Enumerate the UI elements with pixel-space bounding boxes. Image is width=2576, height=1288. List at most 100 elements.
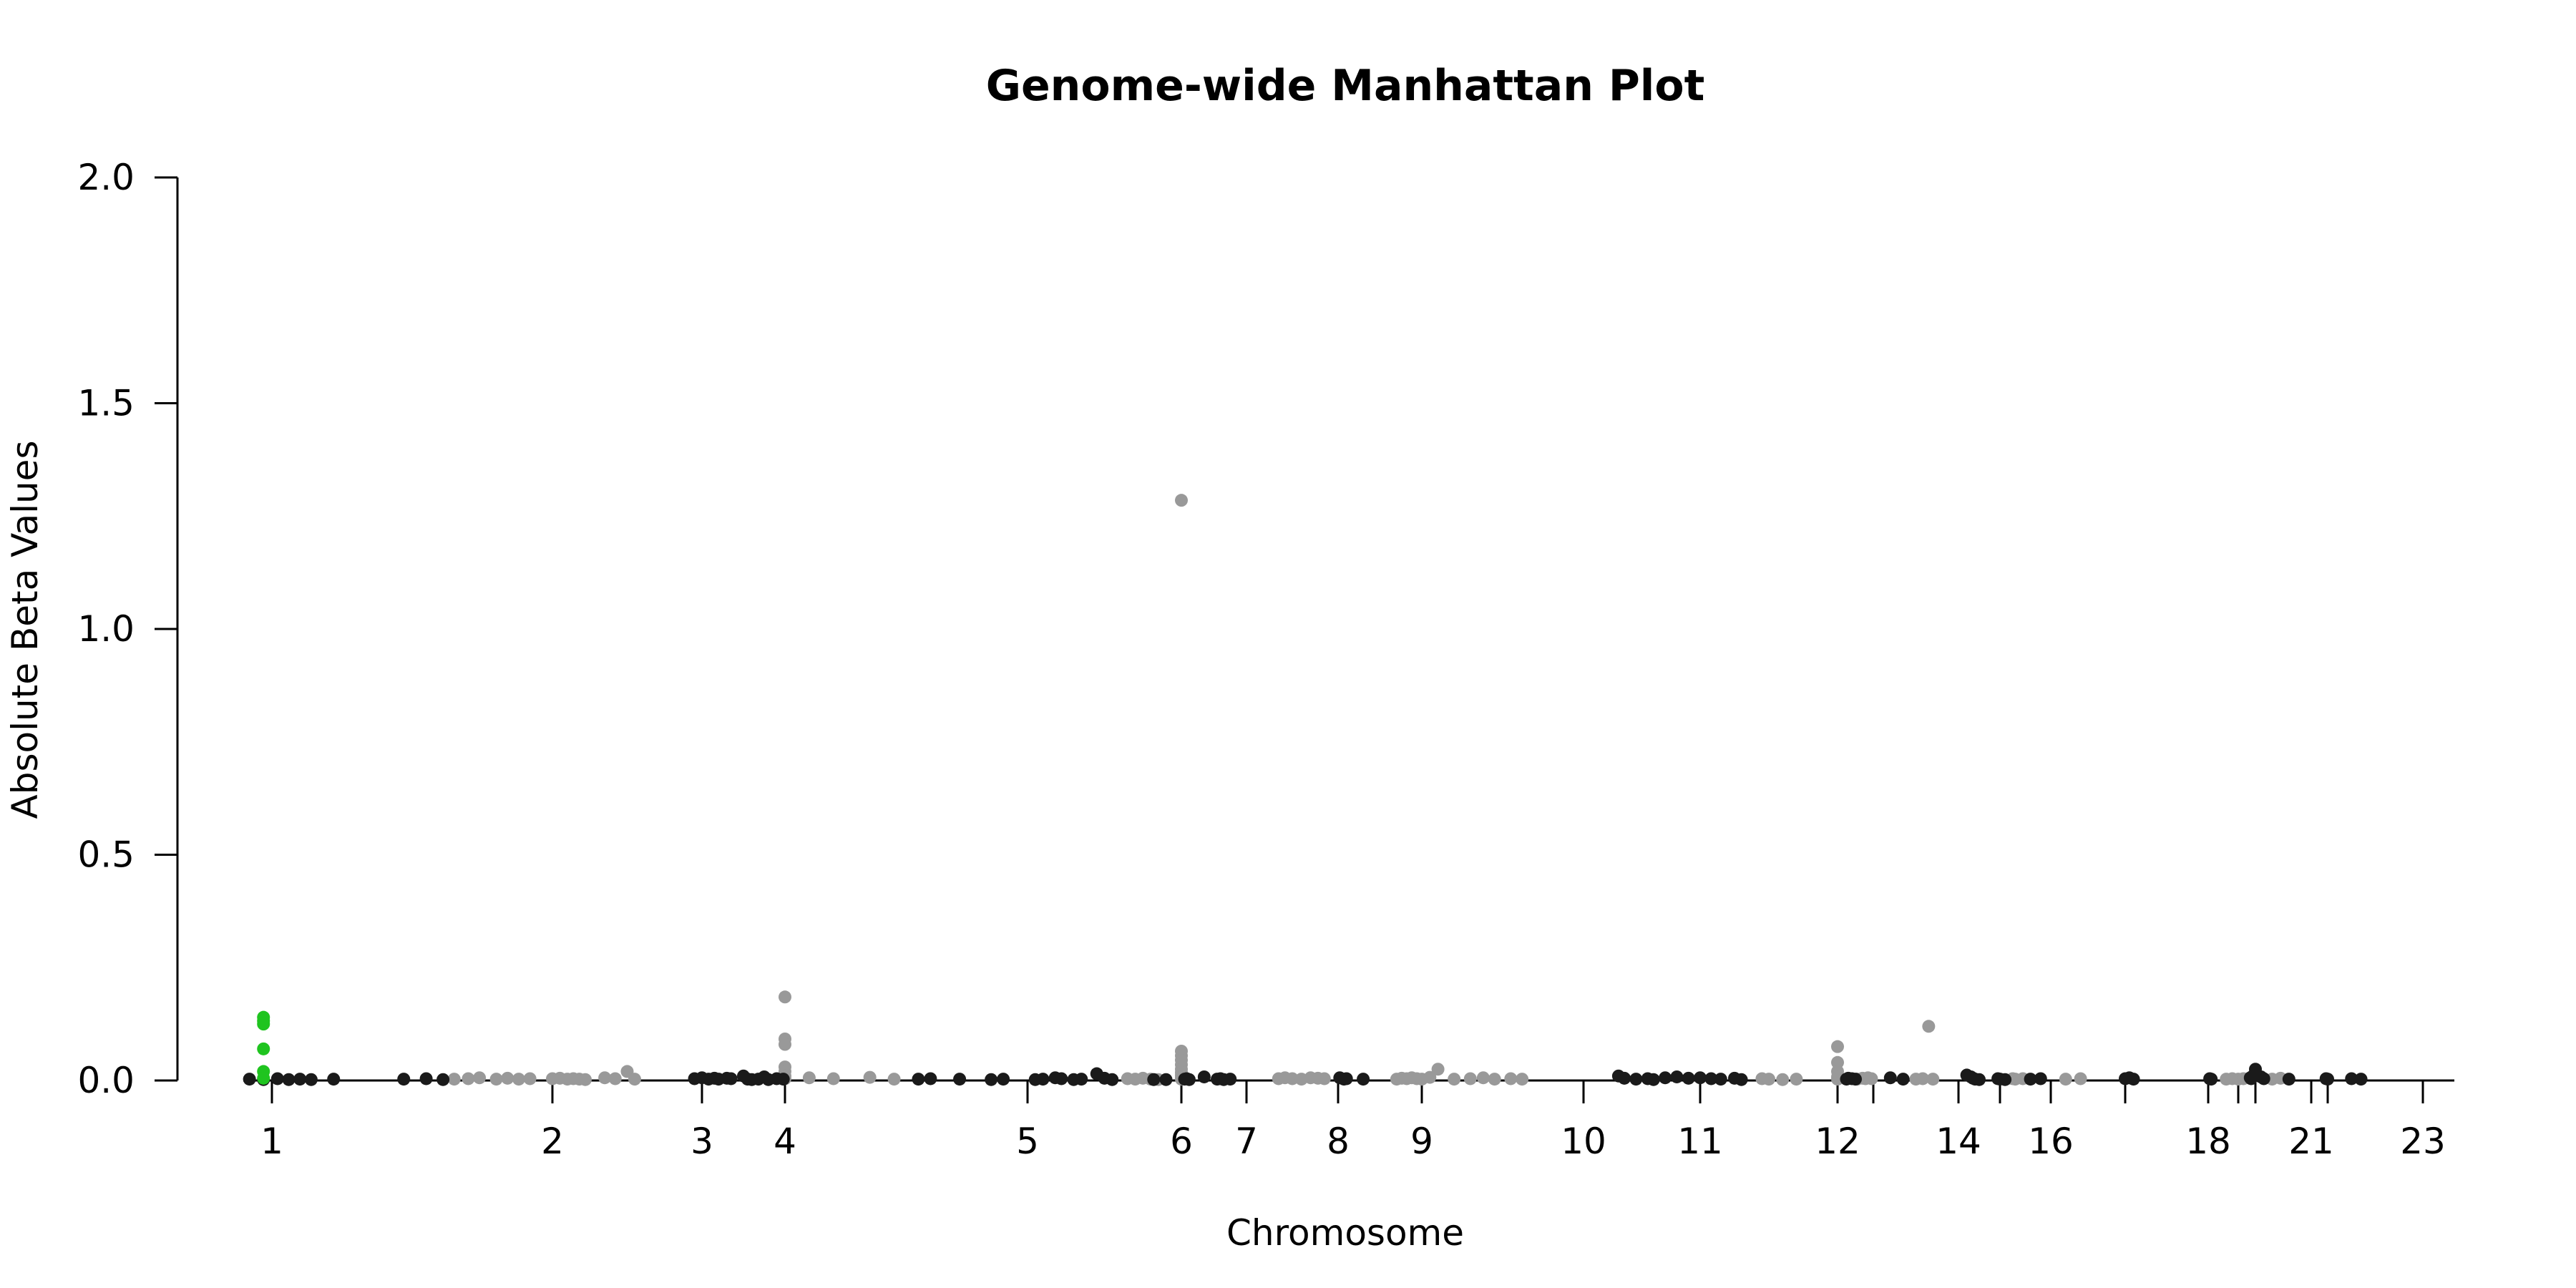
data-point-dark bbox=[1075, 1073, 1088, 1086]
y-ticks: 0.0 0.5 1.0 1.5 2.0 bbox=[77, 157, 177, 1101]
data-point-light bbox=[1916, 1072, 1930, 1085]
data-point-light bbox=[779, 1038, 791, 1051]
x-tick-label: 23 bbox=[2400, 1121, 2446, 1162]
data-point-dark bbox=[1618, 1071, 1631, 1085]
data-point-light bbox=[863, 1070, 877, 1084]
y-tick-label: 1.0 bbox=[77, 608, 135, 650]
x-tick-label: 9 bbox=[1410, 1121, 1433, 1162]
x-tick-label: 1 bbox=[260, 1121, 283, 1162]
chart-title: Genome-wide Manhattan Plot bbox=[986, 61, 1705, 111]
data-point-light bbox=[473, 1071, 487, 1085]
data-point-dark bbox=[2024, 1073, 2037, 1086]
x-tick-label: 8 bbox=[1327, 1121, 1350, 1162]
data-point-light bbox=[2059, 1073, 2072, 1086]
data-point-dark bbox=[419, 1072, 433, 1085]
x-tick-label: 6 bbox=[1170, 1121, 1193, 1162]
data-point-dark bbox=[724, 1072, 738, 1085]
data-point-light bbox=[1831, 1073, 1844, 1086]
data-point-dark bbox=[1197, 1070, 1211, 1083]
data-point-dark bbox=[2354, 1073, 2368, 1086]
data-point-dark bbox=[1159, 1073, 1173, 1086]
data-point-dark bbox=[1340, 1072, 1353, 1085]
data-point-light bbox=[1423, 1070, 1437, 1084]
data-point-dark bbox=[2321, 1073, 2334, 1086]
x-tick-label: 16 bbox=[2028, 1121, 2074, 1162]
data-point-dark bbox=[1629, 1073, 1643, 1086]
x-axis-label: Chromosome bbox=[1226, 1212, 1464, 1254]
data-point-dark bbox=[924, 1072, 937, 1085]
data-point-dark bbox=[1646, 1073, 1660, 1086]
data-point-dark bbox=[1735, 1073, 1748, 1086]
x-tick-label: 5 bbox=[1016, 1121, 1039, 1162]
data-point-dark bbox=[436, 1073, 450, 1086]
data-point-dark bbox=[997, 1073, 1010, 1086]
y-tick-label: 2.0 bbox=[77, 157, 135, 198]
data-point-dark bbox=[953, 1073, 967, 1086]
data-point-highlight bbox=[257, 1071, 270, 1085]
data-point-dark bbox=[1896, 1073, 1910, 1086]
data-point-light bbox=[779, 990, 791, 1004]
x-tick-label: 10 bbox=[1561, 1121, 1606, 1162]
data-point-dark bbox=[1682, 1071, 1695, 1085]
data-point-dark bbox=[2257, 1072, 2270, 1085]
data-point-light bbox=[802, 1071, 816, 1085]
y-tick-label: 1.5 bbox=[77, 383, 135, 424]
data-point-dark bbox=[1849, 1073, 1862, 1086]
data-point-dark bbox=[2205, 1073, 2218, 1086]
data-point-highlight bbox=[257, 1018, 270, 1031]
data-point-dark bbox=[1670, 1070, 1684, 1083]
data-point-light bbox=[512, 1073, 525, 1086]
data-point-dark bbox=[2282, 1073, 2296, 1086]
data-point-dark bbox=[1224, 1073, 1237, 1086]
x-tick-label: 4 bbox=[774, 1121, 796, 1162]
data-point-dark bbox=[327, 1073, 341, 1086]
data-point-light bbox=[447, 1073, 461, 1086]
data-point-dark bbox=[1147, 1073, 1161, 1086]
data-point-dark bbox=[293, 1073, 307, 1086]
data-point-light bbox=[1831, 1040, 1844, 1053]
data-point-dark bbox=[270, 1072, 284, 1085]
y-tick-label: 0.0 bbox=[77, 1060, 135, 1101]
data-point-light bbox=[1762, 1073, 1775, 1086]
data-point-light bbox=[1463, 1072, 1477, 1085]
data-point-light bbox=[1790, 1073, 1803, 1086]
data-point-dark bbox=[2127, 1073, 2140, 1086]
data-point-light bbox=[1286, 1072, 1299, 1085]
data-point-light bbox=[501, 1071, 514, 1085]
data-point-light bbox=[628, 1073, 641, 1086]
data-point-dark bbox=[2034, 1072, 2047, 1085]
x-ticks: 1 2 3 4 5 6 7 8 9 10 11 12 14 16 18 21 23 bbox=[260, 1080, 2446, 1162]
x-tick-label: 3 bbox=[691, 1121, 713, 1162]
data-point-dark bbox=[1883, 1071, 1897, 1085]
data-point-dark bbox=[1055, 1072, 1068, 1085]
x-tick-label: 2 bbox=[541, 1121, 564, 1162]
data-point-light bbox=[826, 1072, 840, 1085]
data-point-dark bbox=[985, 1073, 998, 1086]
data-point-light bbox=[1926, 1073, 1940, 1086]
data-point-light bbox=[598, 1071, 612, 1085]
data-point-light bbox=[1476, 1071, 1490, 1085]
data-point-dark bbox=[776, 1073, 790, 1086]
data-point-light bbox=[1317, 1072, 1331, 1085]
data-points bbox=[243, 494, 2368, 1086]
data-point-light bbox=[578, 1073, 592, 1086]
data-point-light bbox=[1431, 1063, 1445, 1076]
data-point-light bbox=[1865, 1072, 1878, 1085]
data-point-light bbox=[1776, 1073, 1790, 1086]
data-point-highlight bbox=[257, 1042, 270, 1055]
data-point-dark bbox=[1999, 1073, 2012, 1086]
data-point-light bbox=[489, 1073, 503, 1086]
data-point-light bbox=[1504, 1072, 1518, 1085]
x-tick-label: 18 bbox=[2185, 1121, 2231, 1162]
data-point-light bbox=[462, 1072, 475, 1085]
data-point-light bbox=[2074, 1072, 2087, 1085]
data-point-dark bbox=[1714, 1073, 1727, 1086]
data-point-dark bbox=[304, 1073, 318, 1086]
data-point-dark bbox=[912, 1073, 925, 1086]
x-tick-label: 12 bbox=[1815, 1121, 1860, 1162]
x-tick-label: 21 bbox=[2288, 1121, 2334, 1162]
data-point-dark bbox=[1036, 1073, 1050, 1086]
data-point-light bbox=[523, 1072, 537, 1085]
data-point-light bbox=[1448, 1073, 1461, 1086]
